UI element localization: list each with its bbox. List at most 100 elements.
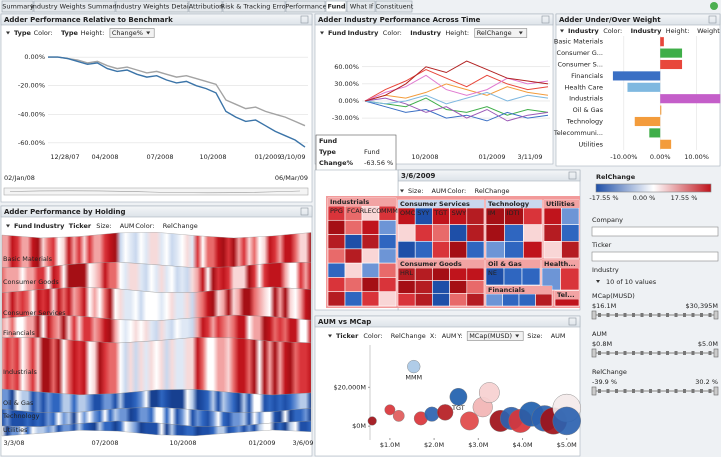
tab[interactable] (115, 0, 189, 13)
tab[interactable] (346, 0, 376, 13)
slider-tick-glyph (632, 389, 635, 393)
treemap-cell (361, 248, 380, 264)
panel-title: Adder Performance by Holding (4, 208, 126, 216)
stream-band (1, 420, 312, 437)
treemap-group-header (398, 200, 484, 208)
panel-header (0, 13, 313, 26)
dropdown[interactable] (474, 28, 528, 38)
bubble (392, 410, 405, 422)
tab-label: Attribution (189, 3, 224, 11)
text-input[interactable] (591, 226, 719, 237)
treemap-cell (466, 207, 485, 225)
x-tick-label: 07/2008 (91, 439, 118, 447)
maximize-icon[interactable] (300, 15, 309, 24)
slider-min: -39.9 % (592, 378, 617, 386)
treemap-cell (485, 293, 503, 307)
control-text: Weight D... (697, 27, 721, 35)
treemap-cell (397, 280, 416, 294)
dropdown-arrow (320, 31, 324, 35)
dropdown[interactable] (109, 28, 155, 38)
category-label: Oil & Gas (573, 106, 604, 114)
panel-header (555, 13, 721, 26)
text-input[interactable] (591, 251, 719, 262)
treemap-group-label: Consumer Services (400, 200, 470, 208)
bubble (460, 411, 479, 431)
treemap-group-header (486, 260, 540, 268)
maximize-icon[interactable] (541, 15, 550, 24)
slider-handle[interactable] (591, 386, 597, 396)
maximize-icon[interactable] (568, 317, 577, 326)
bubble (367, 416, 377, 426)
ticker-label: MMM (381, 207, 398, 215)
slider-tick-glyph (598, 313, 601, 317)
slider-handle[interactable] (591, 310, 597, 320)
range-slider[interactable] (3, 187, 309, 196)
slider-handle[interactable] (713, 348, 719, 358)
tab[interactable] (325, 0, 347, 13)
treemap-cell (414, 280, 433, 294)
treemap-cell (327, 248, 346, 264)
treemap-cell (466, 280, 485, 294)
tab[interactable] (375, 0, 413, 13)
point-label: TGT (451, 404, 465, 412)
slider-handle[interactable] (591, 348, 597, 358)
tooltip-value: Fund (364, 148, 380, 156)
slider-tick-glyph (657, 389, 661, 393)
treemap-cell (344, 219, 363, 235)
tab[interactable] (188, 0, 223, 13)
ticker-label: IDTI (507, 209, 520, 217)
treemap-cell (361, 234, 380, 250)
treemap-cell (561, 224, 580, 242)
dropdown-arrow (596, 280, 600, 283)
treemap-cell (432, 241, 450, 259)
category-label: Financials (571, 72, 603, 80)
maximize-icon[interactable] (568, 171, 577, 180)
maximize-icon[interactable] (708, 15, 717, 24)
control-text: Height: (666, 27, 690, 35)
control-text: Color: (135, 222, 154, 230)
industry-label: Technology (2, 412, 40, 420)
slider-tick-glyph (666, 313, 669, 317)
legend-label: 17.55 % (671, 194, 698, 202)
filter-label: Industry (592, 266, 619, 274)
x-tick-label: 0.00% (650, 153, 671, 161)
tab-label: Industry Weights Detail (114, 3, 190, 11)
treemap-cell (397, 293, 416, 307)
panel-title: Adder Industry Performance Across Time (318, 16, 481, 24)
dropdown[interactable] (466, 331, 524, 341)
ticker-label: SWY (452, 209, 467, 217)
tab[interactable] (33, 0, 116, 13)
treemap-group-header (542, 260, 579, 268)
x-tick-label: 3/10/09 (280, 153, 305, 161)
control-text: Size: (527, 332, 543, 340)
slider-tick-glyph (683, 351, 686, 355)
treemap-cell (504, 224, 524, 242)
slider-tick-glyph (691, 389, 695, 393)
series-line (364, 60, 549, 102)
panel-header (314, 315, 581, 328)
control-text: AUM (120, 222, 135, 230)
slider-tick-glyph (615, 351, 618, 355)
tooltip-key: Change% (319, 159, 353, 167)
tab[interactable] (222, 0, 286, 13)
y-tick-label: -30.00% (332, 114, 359, 122)
control-text: Change% (112, 29, 143, 37)
industry-label: Oil & Gas (3, 399, 34, 407)
slider-tick-glyph (708, 313, 712, 317)
treemap-cell (344, 277, 363, 293)
tab[interactable] (285, 0, 326, 13)
industry-label: Financials (3, 329, 35, 337)
slider-handle[interactable] (713, 386, 719, 396)
legend-label: 0.00 % (633, 194, 656, 202)
tab[interactable] (1, 0, 34, 13)
treemap-cell (523, 207, 543, 225)
ticker-label: PPG (330, 207, 343, 215)
series-line (364, 91, 549, 105)
treemap-cell (327, 219, 346, 235)
slider-min: $16.1M (592, 302, 616, 310)
slider-label: MCap(MUSD) (592, 292, 635, 300)
slider-handle[interactable] (713, 310, 719, 320)
treemap-cell (361, 219, 380, 235)
maximize-icon[interactable] (300, 207, 309, 216)
